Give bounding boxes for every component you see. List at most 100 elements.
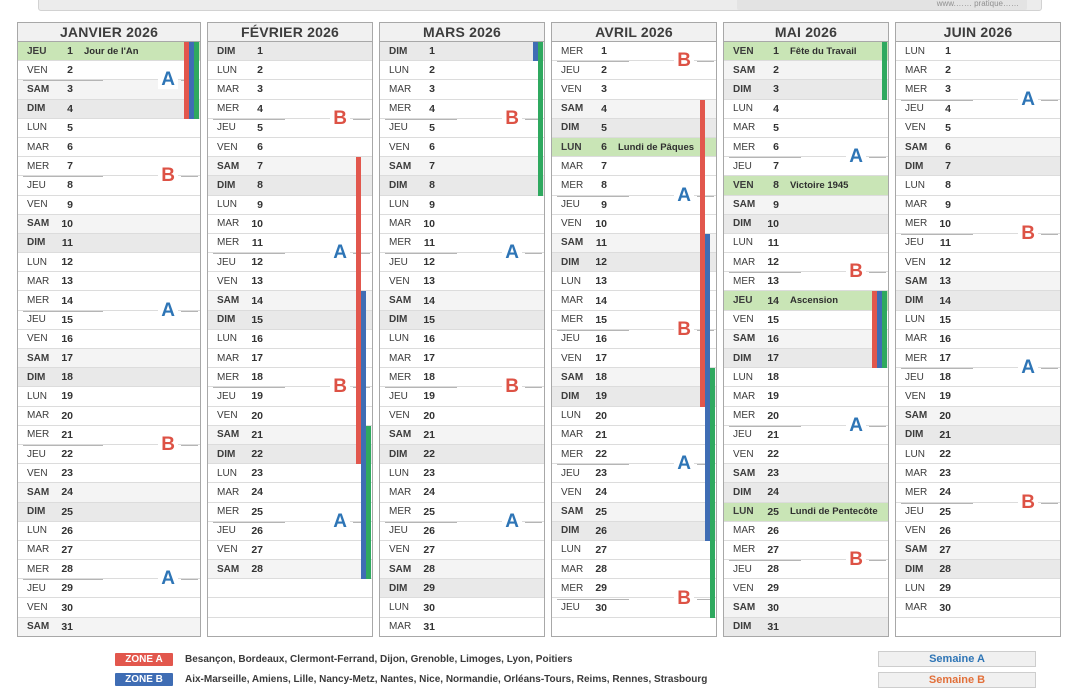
day-number: 22 bbox=[767, 448, 779, 461]
day-number: 15 bbox=[251, 313, 263, 326]
day-number: 10 bbox=[251, 217, 263, 230]
holiday-label: Fête du Travail bbox=[790, 45, 857, 57]
day-number: 9 bbox=[257, 198, 263, 211]
day-row: JEU 21 bbox=[724, 426, 888, 445]
day-name: LUN bbox=[27, 525, 48, 537]
day-name: VEN bbox=[905, 525, 926, 537]
site-link[interactable]: www.…… pratique…… bbox=[737, 0, 1027, 10]
day-row: VEN 13 bbox=[380, 272, 544, 292]
day-row: MAR 13 bbox=[18, 272, 200, 292]
day-name: JEU bbox=[27, 582, 46, 594]
day-row: LUN 11 bbox=[724, 234, 888, 254]
day-number: 10 bbox=[939, 217, 951, 230]
day-name: MER bbox=[561, 314, 584, 326]
day-name: JEU bbox=[561, 333, 580, 345]
day-name: JEU bbox=[905, 237, 924, 249]
day-number: 26 bbox=[595, 524, 607, 537]
day-number: 16 bbox=[251, 332, 263, 345]
day-row: DIM 11 bbox=[18, 233, 200, 254]
day-number: 26 bbox=[251, 524, 263, 537]
day-number: 4 bbox=[945, 102, 951, 115]
day-name: LUN bbox=[905, 45, 926, 57]
day-name: VEN bbox=[905, 390, 926, 402]
day-name: MER bbox=[905, 83, 928, 95]
day-number: 16 bbox=[595, 332, 607, 345]
day-number: 10 bbox=[423, 217, 435, 230]
day-number: 13 bbox=[939, 275, 951, 288]
day-number: 14 bbox=[767, 294, 779, 307]
day-name: DIM bbox=[217, 314, 236, 326]
day-number: 29 bbox=[61, 582, 73, 595]
day-name: SAM bbox=[217, 563, 240, 575]
day-row: SAM 14 bbox=[380, 291, 544, 311]
site-link-text: www.…… pratique…… bbox=[936, 0, 1019, 8]
vacation-bar-zone-a bbox=[184, 42, 189, 119]
day-number: 28 bbox=[61, 563, 73, 576]
day-name: JEU bbox=[561, 602, 580, 614]
day-row: LUN 16 bbox=[208, 330, 372, 349]
day-row: VEN 10 bbox=[552, 215, 716, 234]
day-row: SAM 2 bbox=[724, 61, 888, 81]
day-number: 2 bbox=[67, 64, 73, 77]
day-name: VEN bbox=[561, 83, 582, 95]
day-number: 20 bbox=[251, 409, 263, 422]
day-number: 30 bbox=[767, 601, 779, 614]
week-letter: A bbox=[330, 511, 350, 531]
day-number: 8 bbox=[773, 179, 779, 192]
empty-row bbox=[208, 618, 372, 636]
day-number: 2 bbox=[601, 64, 607, 77]
day-name: SAM bbox=[27, 621, 50, 633]
day-row: LUN 18 bbox=[724, 368, 888, 388]
day-number: 3 bbox=[601, 83, 607, 96]
day-row: DIM 26 bbox=[552, 521, 716, 541]
day-number: 23 bbox=[939, 467, 951, 480]
day-name: MER bbox=[217, 371, 240, 383]
day-number: 20 bbox=[595, 409, 607, 422]
week-letter: A bbox=[674, 185, 694, 205]
day-name: MAR bbox=[561, 563, 584, 575]
day-number: 30 bbox=[423, 601, 435, 614]
day-row: MER 6 bbox=[724, 138, 888, 158]
day-number: 24 bbox=[939, 486, 951, 499]
day-row: MAR 19 bbox=[724, 387, 888, 407]
day-number: 15 bbox=[767, 313, 779, 326]
day-row: LUN 15 bbox=[896, 311, 1060, 330]
day-number: 14 bbox=[595, 294, 607, 307]
week-letter: A bbox=[502, 243, 522, 263]
day-number: 21 bbox=[251, 428, 263, 441]
day-row: DIM 14 bbox=[896, 291, 1060, 311]
day-number: 29 bbox=[423, 582, 435, 595]
day-name: VEN bbox=[217, 410, 238, 422]
day-number: 24 bbox=[251, 486, 263, 499]
day-row: SAM 30 bbox=[724, 598, 888, 618]
day-name: LUN bbox=[733, 371, 754, 383]
day-row: SAM 31 bbox=[18, 617, 200, 636]
day-name: MAR bbox=[733, 122, 756, 134]
month-title: MAI 2026 bbox=[723, 22, 889, 42]
day-row: SAM 17 bbox=[18, 349, 200, 369]
day-name: JEU bbox=[733, 295, 753, 307]
day-name: SAM bbox=[905, 410, 928, 422]
day-number: 20 bbox=[939, 409, 951, 422]
day-number: 21 bbox=[61, 428, 73, 441]
zone-a-cities: Besançon, Bordeaux, Clermont-Ferrand, Di… bbox=[185, 653, 573, 665]
day-row: MER 10 bbox=[896, 215, 1060, 234]
day-name: DIM bbox=[27, 371, 46, 383]
day-name: JEU bbox=[27, 179, 46, 191]
day-number: 17 bbox=[251, 352, 263, 365]
day-number: 7 bbox=[429, 160, 435, 173]
day-name: SAM bbox=[27, 83, 50, 95]
day-row: VEN 20 bbox=[380, 407, 544, 426]
day-row: VEN 5 bbox=[896, 119, 1060, 138]
day-name: JEU bbox=[733, 429, 752, 441]
semaine-b-label: Semaine B bbox=[928, 674, 986, 686]
day-name: LUN bbox=[389, 64, 410, 76]
day-name: DIM bbox=[561, 525, 580, 537]
day-number: 11 bbox=[423, 236, 435, 249]
day-row: MAR 21 bbox=[552, 426, 716, 445]
day-name: VEN bbox=[27, 199, 48, 211]
day-name: LUN bbox=[217, 199, 238, 211]
day-number: 7 bbox=[67, 160, 73, 173]
day-row: SAM 4 bbox=[552, 99, 716, 119]
day-row: DIM 8 bbox=[380, 176, 544, 196]
